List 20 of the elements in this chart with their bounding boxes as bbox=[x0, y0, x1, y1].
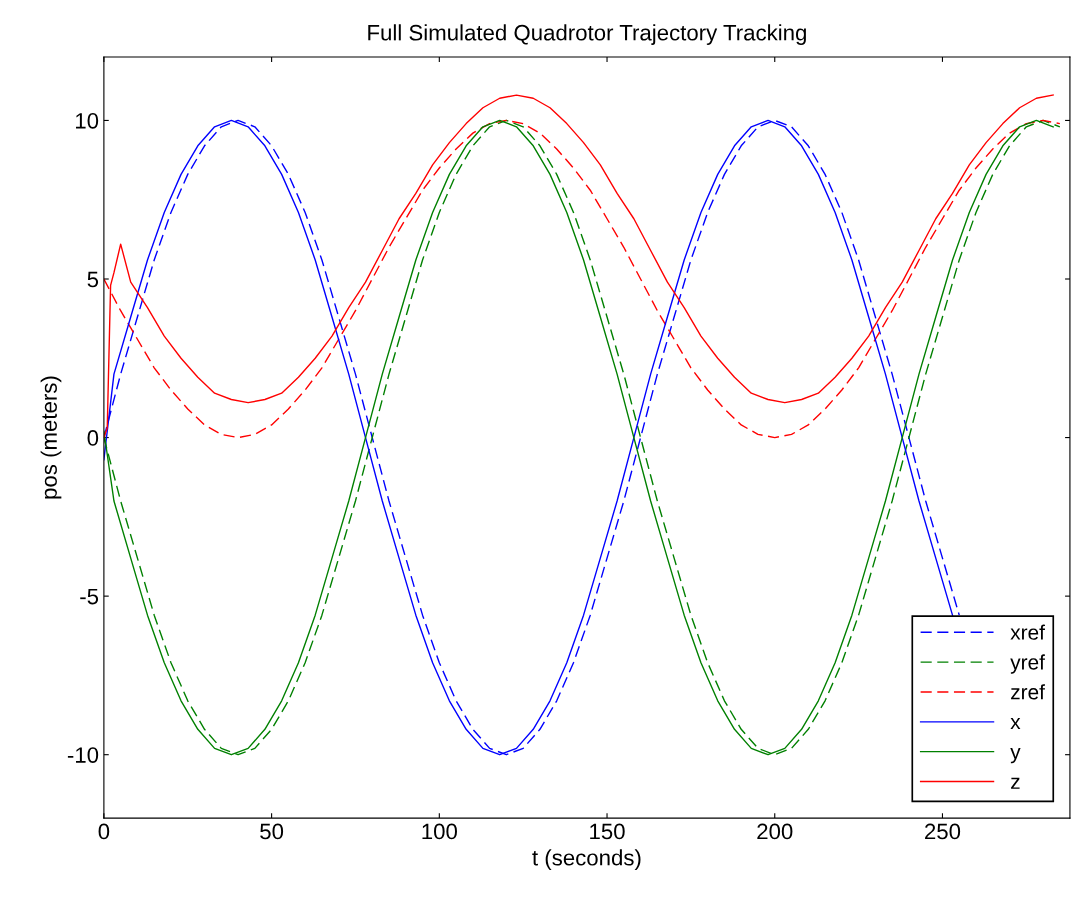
legend-label: yref bbox=[1010, 654, 1045, 674]
x-axis-title: t (seconds) bbox=[532, 849, 641, 870]
legend-label: x bbox=[1010, 718, 1021, 730]
y-tick-label: 5 bbox=[87, 271, 99, 288]
chart-title: Full Simulated Quadrotor Trajectory Tracking bbox=[368, 24, 806, 45]
y-tick-label: -10 bbox=[67, 747, 99, 763]
legend-label: zref bbox=[1011, 684, 1045, 700]
x-tick-label: 250 bbox=[925, 823, 961, 840]
y-tick-label: 0 bbox=[87, 430, 99, 446]
y-axis-title: pos (meters) bbox=[40, 376, 62, 499]
x-tick-label: 0 bbox=[98, 823, 110, 840]
x-tick-label: 100 bbox=[422, 823, 457, 840]
x-tick-label: 50 bbox=[260, 823, 284, 840]
y-tick-label: 10 bbox=[76, 112, 99, 129]
legend-label: xref bbox=[1010, 624, 1045, 640]
legend-label: z bbox=[1011, 777, 1020, 789]
y-tick-label: -5 bbox=[80, 588, 99, 605]
x-tick-label: 200 bbox=[757, 823, 793, 840]
legend-label: y bbox=[1010, 747, 1021, 764]
x-tick-label: 150 bbox=[590, 823, 625, 840]
